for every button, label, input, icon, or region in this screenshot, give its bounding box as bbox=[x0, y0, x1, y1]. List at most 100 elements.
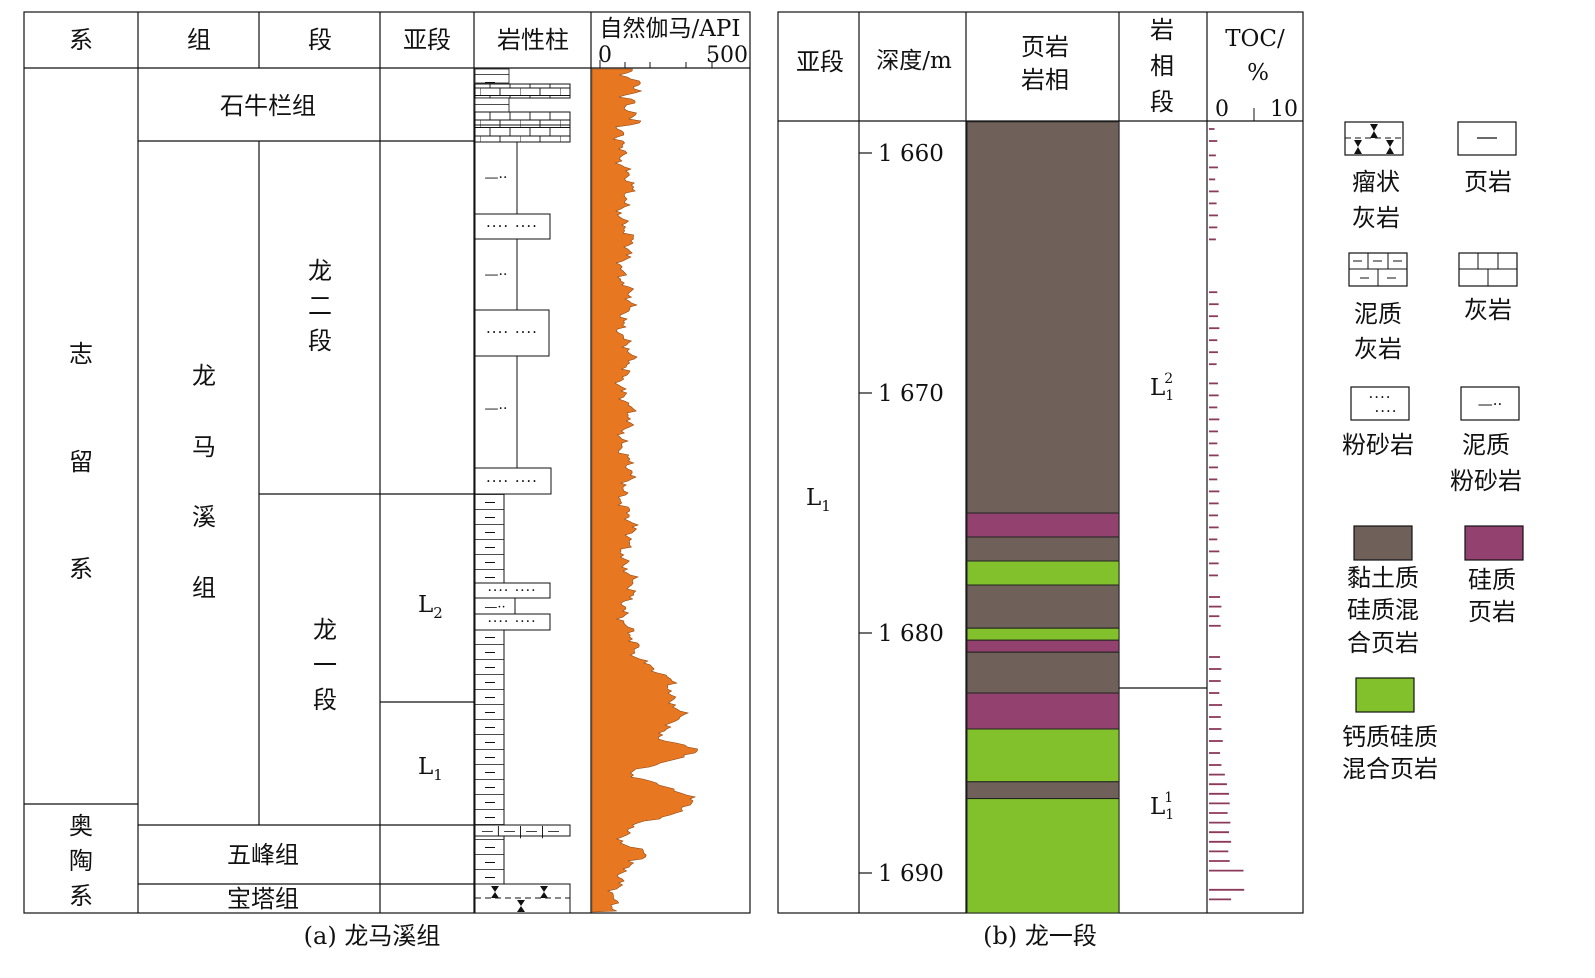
svg-text:志: 志 bbox=[69, 340, 93, 368]
facies-layer-siliceous bbox=[966, 639, 1120, 653]
svg-text:页岩: 页岩 bbox=[1468, 598, 1516, 626]
svg-text:页岩: 页岩 bbox=[1464, 168, 1512, 196]
svg-text:溪: 溪 bbox=[192, 503, 216, 531]
svg-text:灰岩: 灰岩 bbox=[1464, 296, 1512, 324]
system-silurian: 志 留 系 bbox=[69, 340, 93, 583]
legend-clay-siliceous-mixed-shale: 黏土质 硅质混 合页岩 bbox=[1347, 525, 1419, 657]
header-gamma: 自然伽马/API bbox=[600, 16, 741, 42]
svg-text:合页岩: 合页岩 bbox=[1347, 629, 1419, 657]
facies-layer-clay bbox=[966, 536, 1120, 562]
facies-column bbox=[966, 121, 1120, 914]
depth-tick-label: 1 690 bbox=[878, 861, 944, 887]
caption-b: (b) 龙一段 bbox=[983, 922, 1097, 950]
b-header-section-2: 相 bbox=[1150, 52, 1174, 80]
svg-text:陶: 陶 bbox=[69, 847, 93, 875]
svg-text:马: 马 bbox=[192, 433, 216, 461]
system-ordovician: 奥 陶 系 bbox=[69, 812, 93, 910]
svg-text:钙质硅质: 钙质硅质 bbox=[1342, 723, 1438, 751]
svg-text:—··: —·· bbox=[485, 401, 508, 417]
gamma-min-label: 0 bbox=[598, 43, 612, 68]
b-submember-l1: L1 bbox=[806, 485, 831, 515]
legend: 瘤状 灰岩 页岩 泥质 灰岩 灰岩 bbox=[1342, 121, 1524, 783]
svg-text:···· ····: ···· ···· bbox=[486, 323, 538, 341]
svg-text:系: 系 bbox=[69, 555, 93, 583]
facies-layer-siliceous bbox=[966, 692, 1120, 730]
svg-text:粉砂岩: 粉砂岩 bbox=[1342, 431, 1414, 459]
svg-text:···· ····: ···· ···· bbox=[487, 614, 536, 630]
svg-text:—··: —·· bbox=[485, 170, 508, 186]
svg-text:···· ····: ···· ···· bbox=[486, 472, 538, 490]
header-member: 段 bbox=[308, 26, 332, 54]
depth-axis: 1 660 1 670 1 680 1 690 bbox=[859, 141, 944, 887]
svg-text:硅质: 硅质 bbox=[1468, 566, 1516, 594]
svg-text:段: 段 bbox=[308, 327, 332, 355]
legend-nodular-limestone: 瘤状 灰岩 bbox=[1344, 121, 1404, 232]
legend-argillaceous-siltstone: —·· 泥质 粉砂岩 bbox=[1450, 386, 1522, 495]
gamma-scale-ticks bbox=[599, 60, 713, 68]
header-submember: 亚段 bbox=[403, 26, 451, 54]
svg-text:黏土质: 黏土质 bbox=[1347, 564, 1419, 592]
facies-layer-siliceous bbox=[966, 512, 1120, 538]
toc-min-label: 0 bbox=[1215, 97, 1229, 122]
svg-text:灰岩: 灰岩 bbox=[1354, 335, 1402, 363]
svg-text:混合页岩: 混合页岩 bbox=[1342, 755, 1438, 783]
b-header-facies-1: 页岩 bbox=[1021, 33, 1069, 61]
depth-tick-label: 1 670 bbox=[878, 381, 944, 407]
submember-l2: L2 bbox=[418, 592, 443, 622]
facies-layer-clay bbox=[966, 781, 1120, 800]
svg-text:灰岩: 灰岩 bbox=[1352, 204, 1400, 232]
formation-longmaxi: 龙 马 溪 组 bbox=[192, 362, 216, 602]
legend-calcareous-siliceous-mixed-shale: 钙质硅质 混合页岩 bbox=[1342, 677, 1438, 783]
formation-wufeng: 五峰组 bbox=[227, 841, 299, 869]
svg-text:系: 系 bbox=[69, 882, 93, 910]
svg-text:段: 段 bbox=[313, 686, 337, 714]
facies-layer-calcareous bbox=[966, 728, 1120, 783]
legend-argillaceous-limestone: 泥质 灰岩 bbox=[1348, 252, 1408, 363]
svg-text:—··: —·· bbox=[484, 600, 505, 615]
formation-shiniulan: 石牛栏组 bbox=[220, 92, 316, 120]
svg-text:···· ····: ···· ···· bbox=[487, 583, 536, 599]
svg-text:泥质: 泥质 bbox=[1354, 300, 1402, 328]
panel-b: 亚段 深度/m 页岩 岩相 岩 相 段 TOC/ % 0 10 L1 1 660… bbox=[777, 11, 1304, 950]
svg-text:一: 一 bbox=[313, 651, 337, 679]
svg-text:瘤状: 瘤状 bbox=[1352, 168, 1400, 196]
header-system: 系 bbox=[69, 26, 93, 54]
b-header-facies-2: 岩相 bbox=[1021, 66, 1069, 94]
b-header-toc-unit: % bbox=[1247, 60, 1269, 86]
svg-text:····: ···· bbox=[1368, 388, 1391, 406]
panel-a: 系 组 段 亚段 岩性柱 自然伽马/API 0 500 志 留 系 奥 陶 系 … bbox=[23, 11, 751, 950]
submember-l1: L1 bbox=[418, 754, 443, 784]
toc-max-label: 10 bbox=[1270, 97, 1298, 122]
gamma-max-label: 500 bbox=[706, 43, 748, 68]
caption-a: (a) 龙马溪组 bbox=[304, 922, 441, 950]
svg-text:留: 留 bbox=[69, 448, 93, 476]
header-lithology: 岩性柱 bbox=[497, 26, 569, 54]
svg-text:奥: 奥 bbox=[69, 812, 93, 840]
svg-text:—··: —·· bbox=[1478, 395, 1503, 413]
depth-tick-label: 1 660 bbox=[878, 141, 944, 167]
gamma-ray-fill bbox=[591, 68, 698, 913]
svg-text:····: ···· bbox=[1374, 402, 1397, 420]
header-formation: 组 bbox=[187, 26, 211, 54]
facies-section-lower: L1 1 bbox=[1150, 790, 1174, 823]
svg-text:—|—|—|—: —|—|—|— bbox=[481, 824, 562, 838]
member-long1: 龙 一 段 bbox=[313, 616, 337, 714]
gamma-ray-curve bbox=[591, 68, 698, 913]
toc-bars bbox=[1209, 128, 1245, 901]
legend-shale: 页岩 bbox=[1457, 121, 1517, 196]
b-header-section-3: 段 bbox=[1150, 88, 1174, 116]
svg-text:粉砂岩: 粉砂岩 bbox=[1450, 467, 1522, 495]
legend-siltstone: ···· ···· 粉砂岩 bbox=[1342, 386, 1414, 459]
facies-layer-calcareous bbox=[966, 560, 1120, 586]
svg-text:···· ····: ···· ···· bbox=[486, 217, 538, 235]
legend-limestone: 灰岩 bbox=[1458, 252, 1518, 324]
svg-text:龙: 龙 bbox=[308, 257, 332, 285]
svg-text:泥质: 泥质 bbox=[1462, 431, 1510, 459]
facies-layer-clay bbox=[966, 121, 1120, 514]
lithology-column: —·· ···· ···· —·· ···· ···· —·· ···· ···… bbox=[474, 68, 571, 914]
facies-layer-calcareous bbox=[966, 798, 1120, 914]
svg-text:—··: —·· bbox=[485, 267, 508, 283]
facies-layer-clay bbox=[966, 651, 1120, 694]
svg-text:二: 二 bbox=[308, 292, 332, 320]
